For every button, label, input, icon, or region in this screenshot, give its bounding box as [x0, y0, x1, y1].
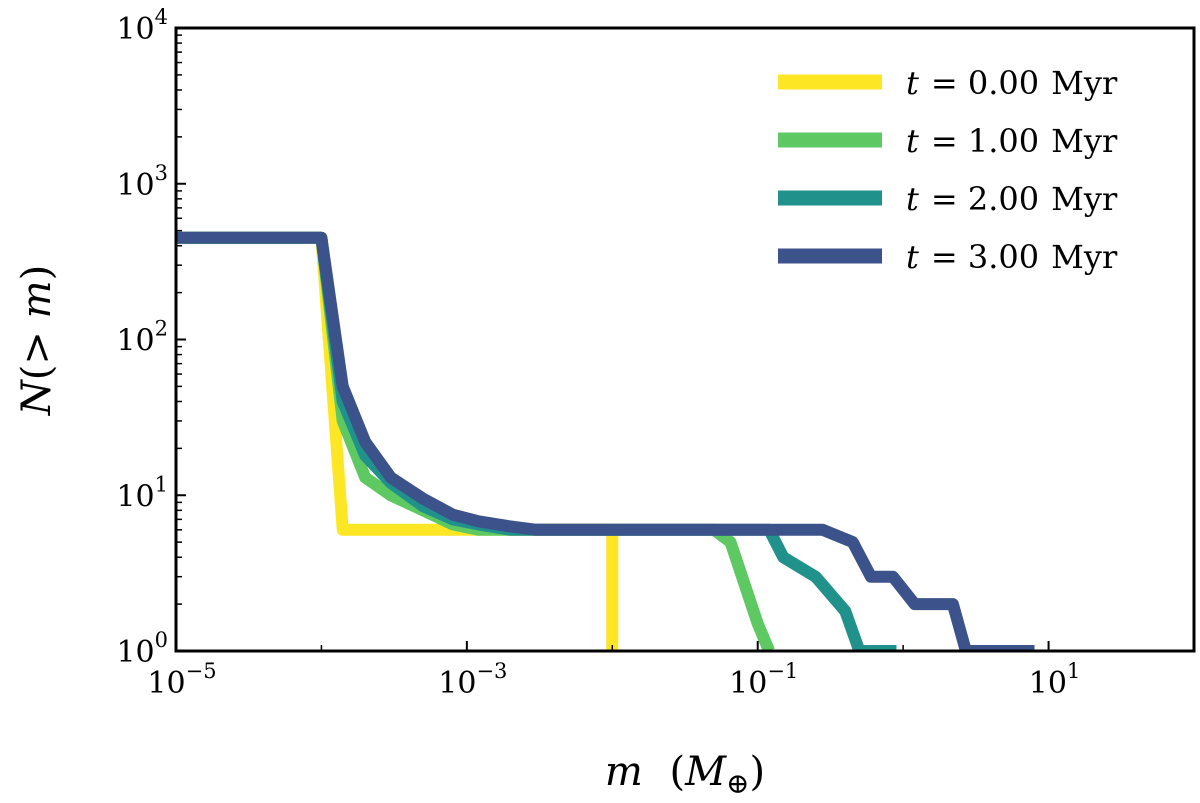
y-tick-label-1-base: 10	[116, 479, 154, 514]
x-axis-label-close: )	[750, 749, 766, 795]
legend-label-unit: Myr	[1051, 122, 1118, 160]
legend-label-var: t	[906, 238, 919, 276]
x-tick-label-0: 10−5	[147, 659, 216, 701]
x-axis-label: m (M⊕)	[605, 749, 765, 800]
legend-label-unit: Myr	[1051, 180, 1118, 218]
y-axis-label-open: (	[14, 365, 60, 381]
legend-label-var: t	[906, 64, 919, 102]
x-axis-label-sub: ⊕	[726, 767, 749, 800]
x-tick-label-0-base: 10	[147, 666, 185, 701]
series-line-3	[176, 231, 1035, 651]
y-tick-label-4-base: 10	[116, 12, 154, 47]
legend-label-eq: = 1.00	[931, 122, 1039, 160]
y-tick-label-2-base: 10	[116, 324, 154, 359]
y-tick-label-3-base: 10	[116, 168, 154, 203]
y-tick-label-1-exp: 1	[155, 472, 168, 496]
y-tick-label-3: 103	[116, 161, 168, 203]
y-tick-label-1: 101	[116, 472, 168, 514]
y-tick-label-2-exp: 2	[155, 317, 168, 341]
x-tick-label-2-base: 10	[729, 666, 767, 701]
x-tick-label-1-exp: −3	[476, 659, 507, 683]
series-layer	[176, 231, 1035, 651]
x-axis-label-open: (	[670, 749, 686, 795]
x-tick-label-1: 10−3	[438, 659, 507, 701]
y-tick-label-0-base: 10	[116, 635, 154, 670]
legend-label-var: t	[906, 122, 919, 160]
y-tick-label-3-exp: 3	[155, 161, 168, 185]
x-tick-label-3-exp: 1	[1067, 659, 1080, 683]
x-tick-label-3: 101	[1029, 659, 1081, 701]
y-axis-label-rel: >	[14, 318, 60, 364]
y-axis-label-var2: m	[14, 280, 60, 318]
x-tick-label-1-base: 10	[438, 666, 476, 701]
legend-label-2: t = 2.00 Myr	[906, 180, 1118, 218]
y-axis-label-var: N	[14, 378, 60, 416]
y-axis-label-close: )	[14, 265, 60, 281]
y-tick-label-4: 104	[116, 5, 168, 47]
x-tick-label-0-exp: −5	[186, 659, 217, 683]
y-tick-label-2: 102	[116, 317, 168, 359]
y-axis-label: N(> m)	[14, 265, 60, 416]
x-tick-label-2: 10−1	[729, 659, 798, 701]
x-axis-label-unit: M	[684, 749, 727, 795]
y-tick-label-0: 100	[116, 628, 168, 670]
legend-label-var: t	[906, 180, 919, 218]
legend-label-eq: = 2.00	[931, 180, 1039, 218]
legend-label-3: t = 3.00 Myr	[906, 238, 1118, 276]
plot-frame	[174, 26, 1196, 653]
y-tick-label-4-exp: 4	[155, 5, 168, 29]
x-axis-label-var: m	[605, 749, 643, 795]
legend-label-unit: Myr	[1051, 64, 1118, 102]
legend-label-1: t = 1.00 Myr	[906, 122, 1118, 160]
legend-label-eq: = 3.00	[931, 238, 1039, 276]
legend: t = 0.00 Myr t = 1.00 Myr t = 2.00 Myr t = 3.00 Myr	[778, 64, 1118, 276]
x-tick-label-3-base: 10	[1029, 666, 1067, 701]
legend-label-0: t = 0.00 Myr	[906, 64, 1118, 102]
legend-label-eq: = 0.00	[931, 64, 1039, 102]
x-tick-label-2-exp: −1	[767, 659, 798, 683]
y-tick-label-0-exp: 0	[155, 628, 168, 652]
plot-background	[176, 28, 1194, 651]
legend-label-unit: Myr	[1051, 238, 1118, 276]
